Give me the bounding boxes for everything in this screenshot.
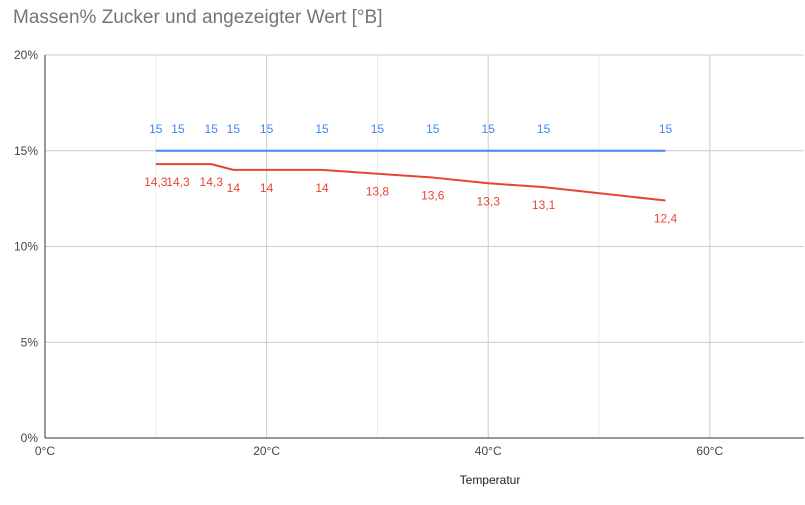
data-label: 13,1 xyxy=(532,198,556,212)
data-label: 15 xyxy=(426,122,440,136)
data-label: 13,8 xyxy=(366,185,390,199)
y-tick-label: 10% xyxy=(14,240,38,254)
data-label: 14,3 xyxy=(200,175,224,189)
data-label: 15 xyxy=(371,122,385,136)
chart-title: Massen% Zucker und angezeigter Wert [°B] xyxy=(13,7,383,28)
data-label: 14 xyxy=(260,181,274,195)
x-tick-label: 40°C xyxy=(475,444,502,458)
y-tick-label: 0% xyxy=(21,431,39,445)
series-2-line xyxy=(155,163,666,202)
data-label: 14,3 xyxy=(166,175,190,189)
data-label: 15 xyxy=(171,122,185,136)
axes: 0°C 20°C 40°C 60°C 0% 5% 10% 15% 20% xyxy=(14,48,804,458)
y-tick-label: 20% xyxy=(14,48,38,62)
x-tick-label: 0°C xyxy=(35,444,55,458)
data-label: 15 xyxy=(315,122,329,136)
data-label: 13,6 xyxy=(421,189,445,203)
y-tick-label: 15% xyxy=(14,144,38,158)
x-axis-title: Temperatur xyxy=(460,473,521,487)
series-lines xyxy=(155,149,666,202)
x-tick-label: 20°C xyxy=(253,444,280,458)
data-label: 14 xyxy=(227,181,241,195)
data-label: 15 xyxy=(659,122,673,136)
data-label: 12,4 xyxy=(654,212,678,226)
data-label: 13,3 xyxy=(477,194,501,208)
data-label: 15 xyxy=(260,122,274,136)
data-label: 15 xyxy=(149,122,163,136)
data-label: 15 xyxy=(205,122,219,136)
data-label: 15 xyxy=(537,122,551,136)
data-label: 14,3 xyxy=(144,175,168,189)
grid xyxy=(45,54,804,438)
data-label: 15 xyxy=(482,122,496,136)
x-tick-label: 60°C xyxy=(696,444,723,458)
data-label: 15 xyxy=(227,122,241,136)
data-label: 14 xyxy=(315,181,329,195)
y-tick-label: 5% xyxy=(21,335,39,349)
